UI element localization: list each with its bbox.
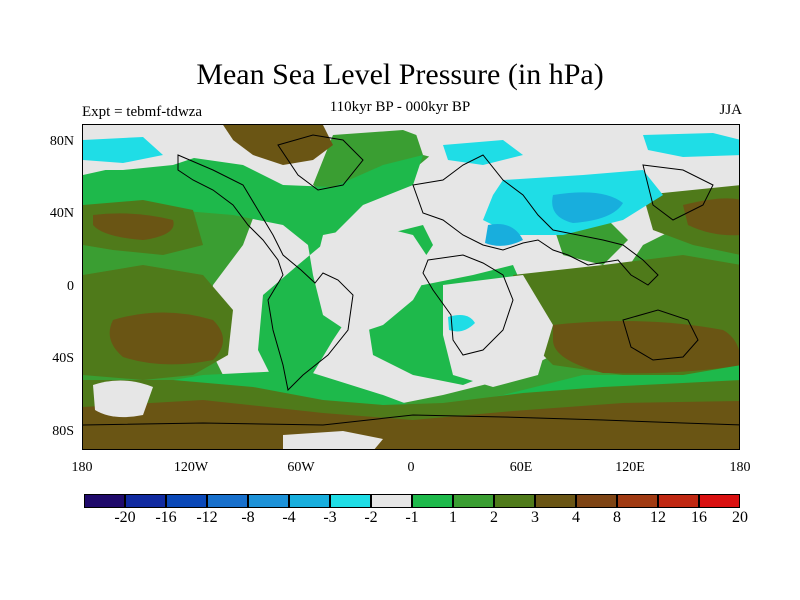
colorbar-segment: [166, 494, 207, 508]
colorbar-label: -3: [323, 509, 337, 526]
colorbar-segment: [412, 494, 453, 508]
lat-label-40n: 40N: [49, 206, 74, 221]
map-subtitle: 110kyr BP - 000kyr BP: [329, 99, 471, 115]
colorbar-segment: [289, 494, 330, 508]
colorbar-label: -1: [405, 509, 419, 526]
lon-label-60e: 60E: [509, 460, 533, 475]
colorbar-label: 16: [691, 509, 707, 526]
contour-3-8: [83, 125, 739, 449]
lon-label-120w: 120W: [173, 460, 209, 475]
colorbar-label: 12: [650, 509, 666, 526]
colorbar-segment: [453, 494, 494, 508]
contour-negative: [83, 133, 739, 332]
colorbar: [84, 494, 740, 508]
colorbar-label: 20: [732, 509, 748, 526]
colorbar-label: 2: [490, 509, 498, 526]
colorbar-segment: [535, 494, 576, 508]
colorbar-segment: [617, 494, 658, 508]
colorbar-segment: [125, 494, 166, 508]
colorbar-segment: [330, 494, 371, 508]
colorbar-label: -16: [155, 509, 177, 526]
lon-label-120e: 120E: [615, 460, 645, 475]
map-title: Mean Sea Level Pressure (in hPa): [196, 58, 604, 91]
colorbar-label: -4: [282, 509, 296, 526]
experiment-label: Expt = tebmf-tdwza: [82, 104, 203, 120]
colorbar-label: 1: [449, 509, 457, 526]
colorbar-label: -12: [196, 509, 218, 526]
colorbar-segment: [576, 494, 617, 508]
lon-label-60w: 60W: [287, 460, 315, 475]
colorbar-label: 8: [613, 509, 621, 526]
colorbar-label: -2: [364, 509, 378, 526]
colorbar-segment: [658, 494, 699, 508]
colorbar-label: -8: [241, 509, 255, 526]
colorbar-segment: [371, 494, 412, 508]
lon-label-180w: 180: [71, 460, 93, 475]
coastlines: [83, 134, 739, 426]
colorbar-segment: [494, 494, 535, 508]
map-svg: [83, 125, 739, 449]
colorbar-label: -20: [114, 509, 136, 526]
colorbar-segment: [248, 494, 289, 508]
colorbar-segment: [207, 494, 248, 508]
lat-label-80s: 80S: [52, 424, 74, 439]
pressure-anomaly-map: [82, 124, 740, 450]
colorbar-label: 3: [531, 509, 539, 526]
colorbar-label: 4: [572, 509, 580, 526]
lon-label-180e: 180: [729, 460, 751, 475]
lat-label-80n: 80N: [49, 134, 74, 149]
colorbar-segment: [699, 494, 740, 508]
lat-label-40s: 40S: [52, 351, 74, 366]
lat-label-eq: 0: [67, 279, 74, 294]
lon-label-0: 0: [407, 460, 415, 475]
season-label: JJA: [719, 102, 742, 118]
colorbar-segment: [84, 494, 125, 508]
